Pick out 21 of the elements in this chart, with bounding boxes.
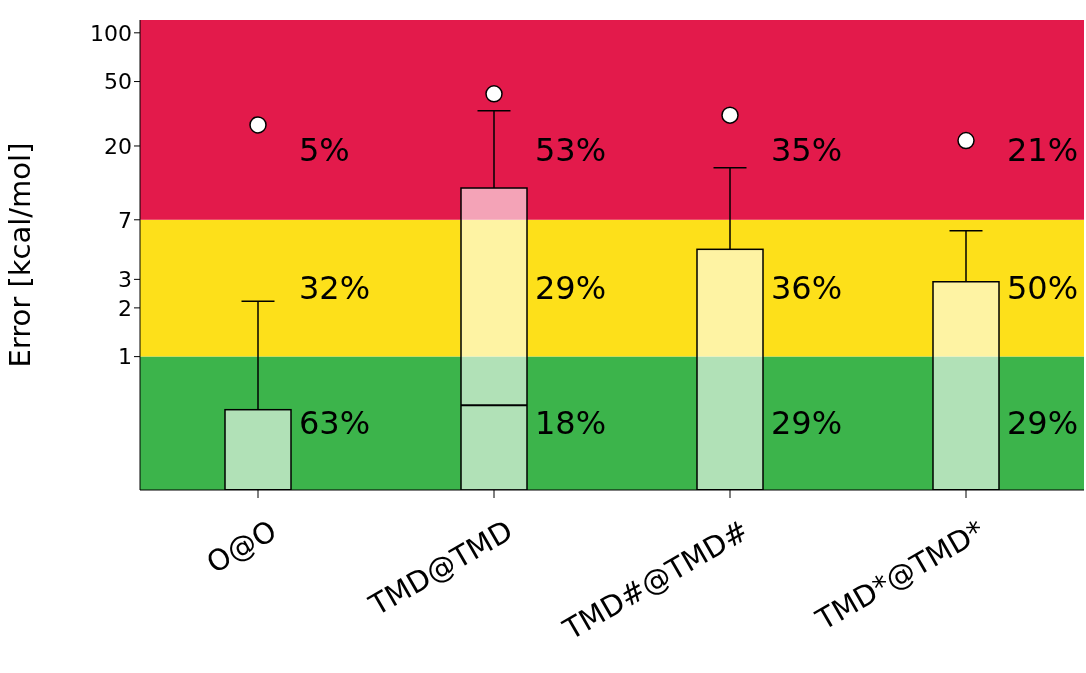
y-tick-label: 1 [118,344,132,370]
y-tick-label: 7 [118,207,132,233]
annotation: 50% [1007,269,1079,308]
annotation: 35% [771,130,843,169]
annotation: 5% [299,130,350,169]
annotation: 32% [299,269,371,308]
x-tick-label: O@O [200,513,283,581]
annotation: 29% [771,404,843,443]
y-tick-label: 20 [104,133,132,159]
annotation: 29% [1007,404,1079,443]
y-tick-label: 100 [90,20,132,46]
annotation: 63% [299,404,371,443]
y-axis-title: Error [kcal/mol] [3,142,38,368]
y-tick-label: 50 [104,69,132,95]
y-tick-label: 3 [118,267,132,293]
annotation: 53% [535,130,607,169]
annotation: 18% [535,404,607,443]
y-tick-label: 2 [118,295,132,321]
annotation: 36% [771,269,843,308]
annotation: 21% [1007,130,1079,169]
annotation: 29% [535,269,607,308]
